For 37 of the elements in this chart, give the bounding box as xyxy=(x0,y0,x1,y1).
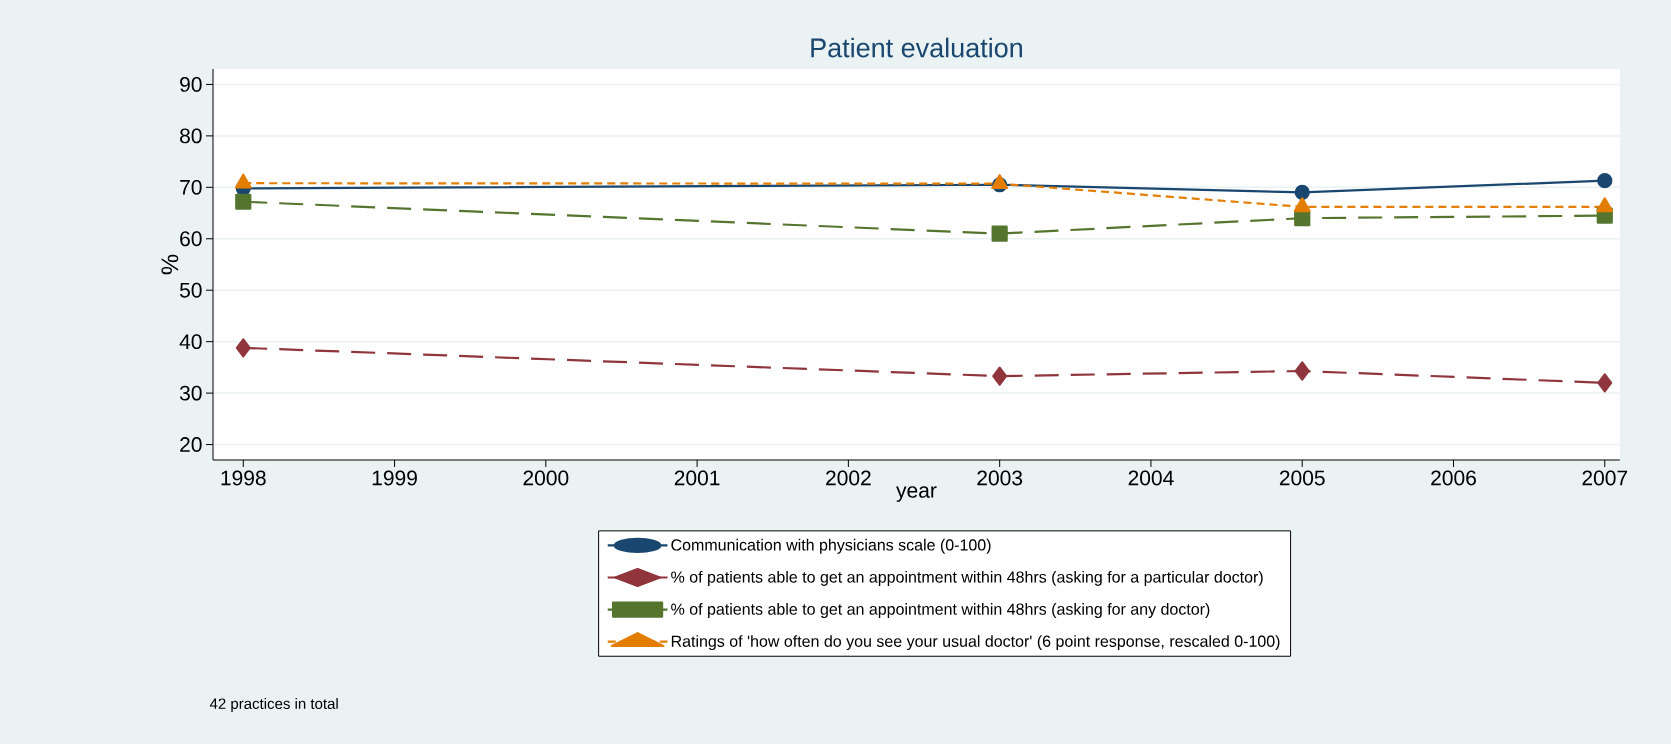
point xyxy=(1597,173,1613,189)
y-tick-label: 50 xyxy=(179,282,202,298)
point xyxy=(1596,197,1614,213)
text: 42 practices in total xyxy=(209,697,338,712)
x-tick-label: 1998 xyxy=(221,470,266,486)
y-tick-label: 30 xyxy=(179,385,202,401)
x-tick-label: 2004 xyxy=(1128,470,1174,486)
x-tick-label: 2005 xyxy=(1279,470,1325,486)
point xyxy=(235,193,252,210)
x-tick-label: 2001 xyxy=(674,470,720,486)
point xyxy=(992,366,1008,386)
y-tick-label: 20 xyxy=(180,437,202,452)
y-tick-label: 60 xyxy=(180,231,202,247)
point xyxy=(1294,184,1310,201)
x-tick-label: 2002 xyxy=(826,470,871,486)
y-tick-label: 70 xyxy=(180,179,202,195)
x-tick-label: 2007 xyxy=(1582,470,1628,486)
y-tick-label: 40 xyxy=(179,334,202,350)
point xyxy=(1293,197,1311,213)
point xyxy=(991,225,1008,242)
legend-label: Communication with physicians scale (0-100) xyxy=(671,538,991,554)
point xyxy=(235,338,251,358)
x-tick-label: 2003 xyxy=(977,470,1023,486)
x-tick-label: 2006 xyxy=(1431,470,1476,486)
x-tick-label: 2000 xyxy=(523,470,569,486)
y-tick-label: 80 xyxy=(180,128,202,144)
y-tick-label: 90 xyxy=(180,77,202,92)
point xyxy=(234,173,252,189)
x-axis-title: year xyxy=(896,486,937,502)
legend-label: % of patients able to get an appointment within 48hrs (asking for a particular doctor) xyxy=(671,570,1263,586)
point xyxy=(1294,361,1310,381)
y-axis-title: % xyxy=(161,254,179,275)
x-tick-label: 1999 xyxy=(372,470,417,486)
point xyxy=(1597,373,1613,393)
legend-label: % of patients able to get an appointment within 48hrs (asking for any doctor) xyxy=(671,603,1210,618)
chart-title: Patient evaluation xyxy=(811,37,1022,58)
legend-label: Ratings of 'how often do you see your usual doctor' (6 point response, rescaled 0-100) xyxy=(671,635,1280,651)
